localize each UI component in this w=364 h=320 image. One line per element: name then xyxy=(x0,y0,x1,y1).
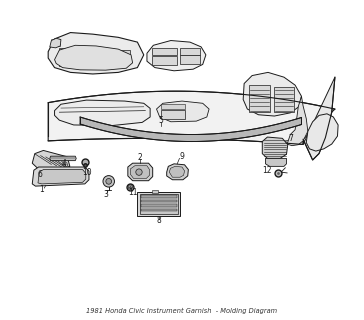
Polygon shape xyxy=(243,72,301,116)
Text: 10: 10 xyxy=(82,168,92,177)
Polygon shape xyxy=(48,91,335,144)
Polygon shape xyxy=(157,101,209,122)
Bar xyxy=(141,209,177,211)
Text: 4: 4 xyxy=(62,159,67,168)
Polygon shape xyxy=(167,164,189,180)
Bar xyxy=(161,110,185,119)
Bar xyxy=(119,56,130,63)
Text: 2: 2 xyxy=(137,153,142,162)
Bar xyxy=(59,49,86,66)
Polygon shape xyxy=(169,166,185,177)
Circle shape xyxy=(136,169,142,175)
Bar xyxy=(249,85,270,112)
Polygon shape xyxy=(38,170,86,184)
Polygon shape xyxy=(265,158,286,166)
Polygon shape xyxy=(32,167,89,186)
Bar xyxy=(58,176,74,181)
Bar xyxy=(141,196,177,197)
Bar xyxy=(60,50,86,57)
Text: 5: 5 xyxy=(159,116,164,125)
Polygon shape xyxy=(48,33,144,74)
Text: 7: 7 xyxy=(288,134,293,143)
Polygon shape xyxy=(55,100,150,125)
Polygon shape xyxy=(303,77,335,160)
Text: 1: 1 xyxy=(39,185,44,194)
Polygon shape xyxy=(55,45,132,70)
Polygon shape xyxy=(80,117,301,141)
Bar xyxy=(119,50,130,55)
Bar xyxy=(161,104,185,109)
Text: 11: 11 xyxy=(128,188,137,197)
Bar xyxy=(141,204,177,206)
Text: 8: 8 xyxy=(157,216,162,225)
Bar xyxy=(60,58,86,65)
Circle shape xyxy=(103,176,114,187)
Bar xyxy=(152,190,158,193)
Bar xyxy=(180,49,199,55)
Polygon shape xyxy=(130,166,150,179)
Polygon shape xyxy=(50,38,61,48)
Bar xyxy=(274,87,293,112)
Text: 3: 3 xyxy=(104,190,108,199)
Polygon shape xyxy=(306,114,338,151)
Polygon shape xyxy=(50,156,51,161)
Polygon shape xyxy=(287,96,308,146)
Bar xyxy=(89,50,102,64)
Circle shape xyxy=(106,179,112,184)
Bar xyxy=(140,194,178,213)
Text: 6: 6 xyxy=(38,170,43,179)
Bar xyxy=(141,200,177,202)
Text: 12: 12 xyxy=(263,166,272,175)
Bar xyxy=(152,48,177,55)
Polygon shape xyxy=(128,163,153,181)
Bar xyxy=(137,192,181,216)
Polygon shape xyxy=(147,41,206,71)
Bar xyxy=(180,55,199,64)
Polygon shape xyxy=(32,150,70,170)
Text: 1981 Honda Civic Instrument Garnish  - Molding Diagram: 1981 Honda Civic Instrument Garnish - Mo… xyxy=(86,308,278,314)
Bar xyxy=(104,50,117,64)
Polygon shape xyxy=(262,137,288,158)
Polygon shape xyxy=(50,156,76,161)
Bar xyxy=(152,56,177,65)
Text: 9: 9 xyxy=(179,152,185,161)
